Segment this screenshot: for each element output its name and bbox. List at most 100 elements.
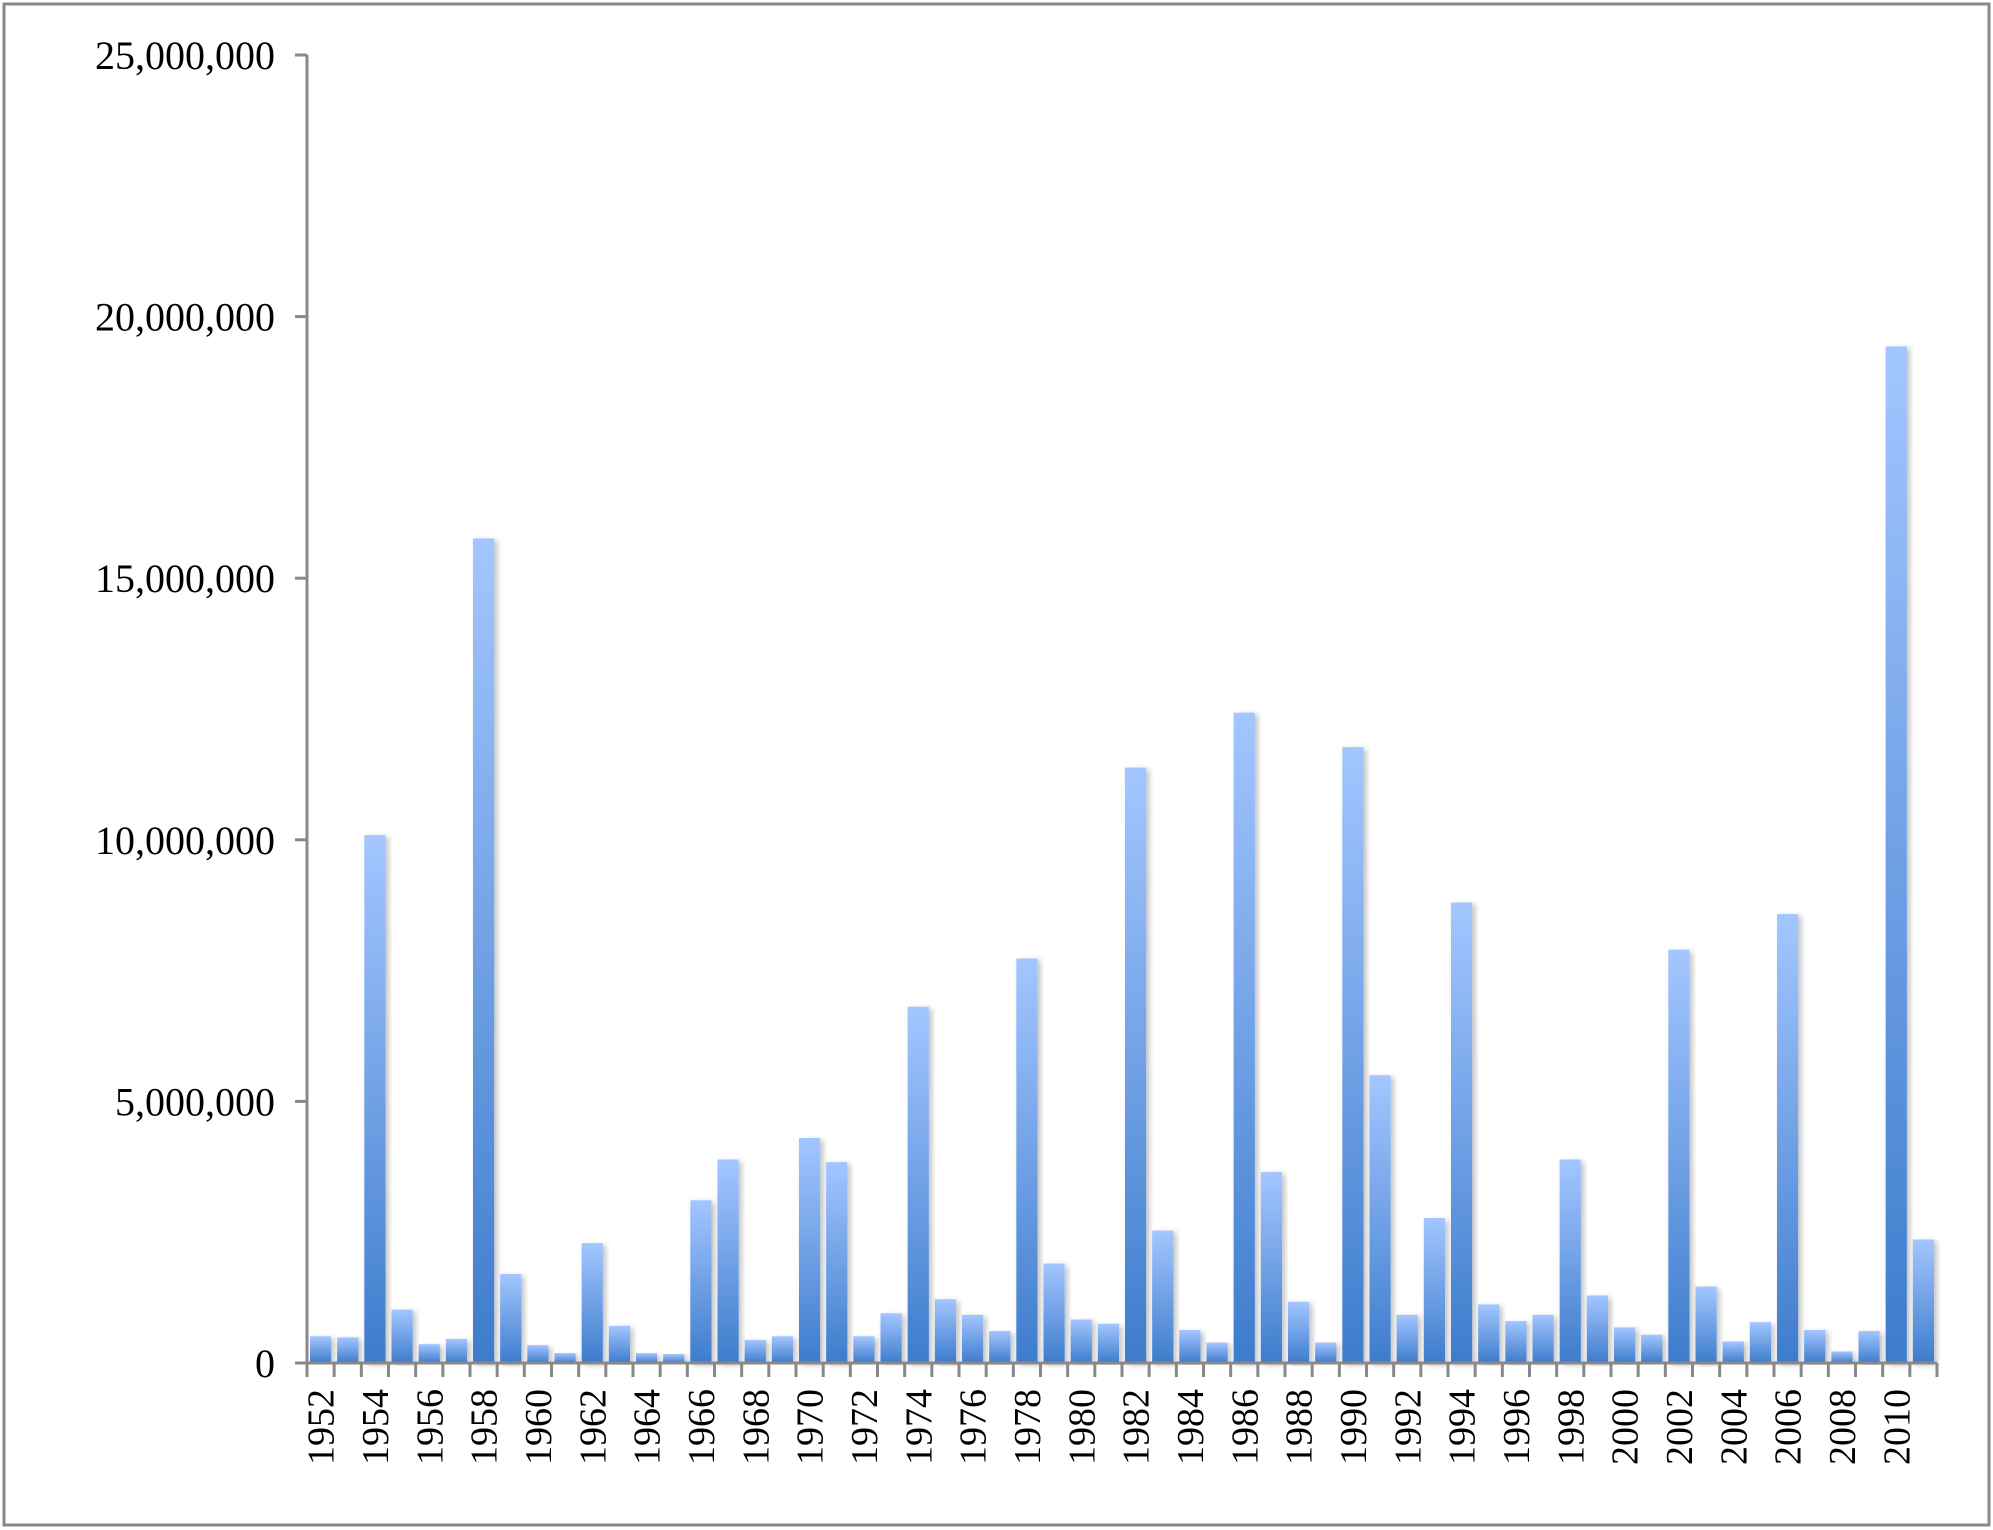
bar-1996 [1505,1321,1527,1363]
y-tick-label: 25,000,000 [95,33,275,78]
y-tick-label: 5,000,000 [115,1079,275,1124]
bar-1957 [445,1338,468,1363]
bar-1958 [472,538,495,1363]
bar-1986 [1233,712,1255,1363]
x-tick-label: 1998 [1550,1389,1592,1465]
x-tick-label: 1962 [572,1389,614,1465]
bar-2010 [1885,346,1907,1364]
x-tick-label: 1996 [1496,1389,1538,1465]
bar-2004 [1722,1341,1744,1363]
bar-1960 [527,1345,549,1363]
x-tick-label: 1990 [1333,1389,1375,1465]
bar-1980 [1070,1319,1092,1363]
bar-1983 [1152,1230,1174,1363]
x-tick-label: 1970 [790,1389,832,1465]
bar-1972 [853,1336,875,1363]
x-tick-label: 1968 [735,1389,777,1465]
y-tick-label: 0 [255,1341,275,1386]
bar-1991 [1369,1075,1391,1363]
bar-2009 [1858,1331,1880,1363]
bar-1975 [934,1299,957,1363]
bar-1999 [1586,1295,1609,1363]
bar-1985 [1206,1342,1228,1363]
x-tick-label: 1958 [464,1389,506,1465]
bar-1990 [1342,747,1364,1363]
x-tick-label: 1974 [898,1389,940,1465]
y-axis: 0 5,000,000 10,000,000 15,000,000 20,000,000… [95,33,309,1386]
bar-1967 [717,1159,739,1363]
x-tick-label: 2004 [1713,1389,1755,1465]
bar-1973 [880,1313,902,1363]
y-tick-label: 10,000,000 [95,818,275,863]
bar-1963 [608,1325,631,1363]
x-tick-label: 1952 [301,1389,343,1465]
x-tick-label: 2010 [1876,1389,1918,1465]
bar-2001 [1641,1334,1663,1363]
bar-2008 [1831,1351,1853,1363]
bar-1994 [1450,902,1473,1363]
bar-1969 [771,1336,794,1363]
bar-1979 [1043,1263,1065,1363]
bar-1954 [364,835,386,1363]
x-tick-label: 1960 [518,1389,560,1465]
x-tick-label: 1966 [681,1389,723,1465]
bar-1952 [309,1336,332,1363]
bar-2000 [1613,1327,1636,1363]
bars-group [309,346,1935,1364]
bar-1989 [1315,1342,1337,1363]
bar-1981 [1097,1323,1120,1363]
x-tick-label: 1954 [355,1389,397,1465]
x-tick-label: 2000 [1605,1389,1647,1465]
bar-1956 [418,1344,440,1363]
bar-1976 [961,1314,984,1363]
bar-1984 [1179,1330,1201,1363]
bar-1977 [989,1331,1011,1363]
x-tick-label: 2002 [1659,1389,1701,1465]
bar-1978 [1016,958,1038,1363]
x-tick-label: 1982 [1116,1389,1158,1465]
x-tick-label: 1980 [1061,1389,1103,1465]
bar-1987 [1260,1172,1283,1363]
bar-1997 [1532,1314,1554,1363]
x-tick-label: 1986 [1224,1389,1266,1465]
bar-1962 [581,1243,603,1363]
bar-1992 [1396,1314,1418,1363]
bar-1966 [690,1200,712,1363]
x-axis: 1952 1954 1956 1958 1960 1962 1964 1966 1968 1970… [295,1361,1939,1465]
bar-2006 [1776,914,1799,1363]
x-tick-label: 2006 [1768,1389,1810,1465]
x-tick-label: 1956 [409,1389,451,1465]
bar-1988 [1287,1301,1310,1363]
x-tick-label: 1978 [1007,1389,1049,1465]
bar-2005 [1749,1322,1772,1363]
bar-1998 [1559,1159,1581,1363]
x-tick-label: 1994 [1442,1389,1484,1465]
bar-1955 [391,1309,413,1363]
y-tick-label: 15,000,000 [95,556,275,601]
bar-1964 [635,1353,658,1363]
bar-1995 [1478,1304,1500,1363]
bar-1971 [826,1162,848,1363]
bar-1970 [798,1138,821,1363]
bar-1965 [663,1354,685,1363]
bar-1968 [744,1339,766,1363]
x-tick-label: 2008 [1822,1389,1864,1465]
x-tick-label: 1992 [1387,1389,1429,1465]
x-tick-label: 1976 [953,1389,995,1465]
x-tick-label: 1988 [1279,1389,1321,1465]
bar-2002 [1668,949,1690,1363]
y-tick-label: 20,000,000 [95,295,275,340]
bar-1953 [337,1337,359,1363]
bar-1961 [554,1353,576,1363]
bar-2007 [1804,1330,1826,1363]
bar-2011 [1912,1239,1935,1363]
bar-1982 [1124,767,1147,1363]
bar-1993 [1423,1218,1446,1363]
bar-1974 [907,1006,929,1363]
bar-1959 [500,1274,522,1363]
bar-2003 [1695,1286,1717,1363]
x-tick-label: 1964 [627,1389,669,1465]
